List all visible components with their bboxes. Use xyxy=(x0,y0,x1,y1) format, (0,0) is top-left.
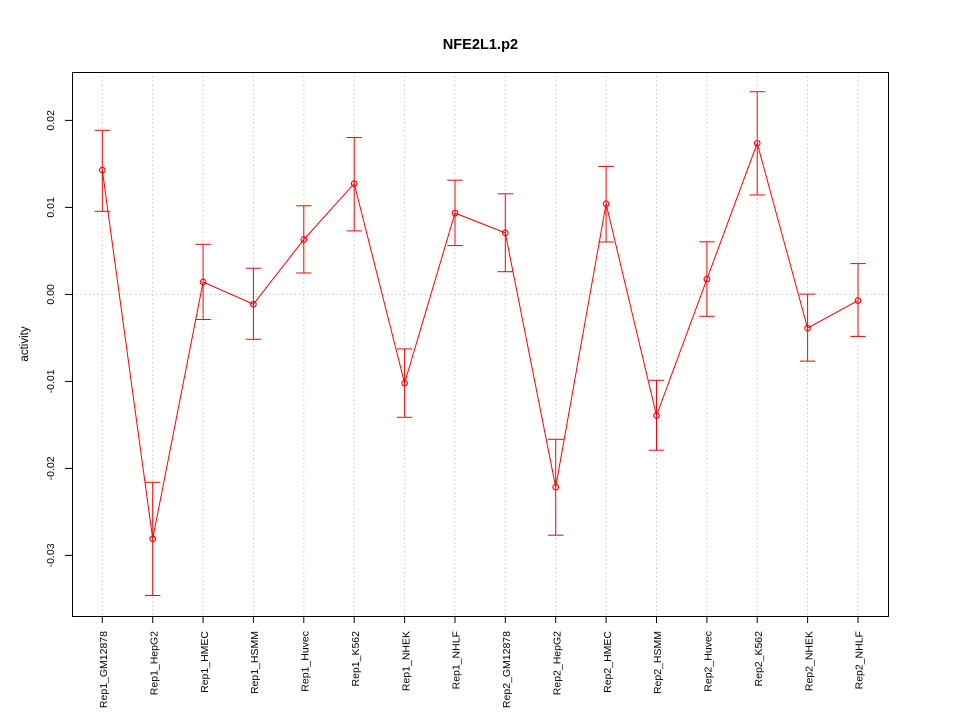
svg-text:Rep1_Huvec: Rep1_Huvec xyxy=(300,631,312,692)
svg-text:Rep2_GM12878: Rep2_GM12878 xyxy=(501,631,513,708)
svg-text:Rep2_HSMM: Rep2_HSMM xyxy=(652,631,664,694)
svg-text:Rep2_HMEC: Rep2_HMEC xyxy=(602,631,614,693)
svg-text:Rep1_HepG2: Rep1_HepG2 xyxy=(148,631,160,695)
svg-text:-0.01: -0.01 xyxy=(45,369,57,393)
svg-text:NFE2L1.p2: NFE2L1.p2 xyxy=(443,37,518,53)
svg-text:-0.02: -0.02 xyxy=(45,456,57,480)
svg-text:Rep2_HepG2: Rep2_HepG2 xyxy=(551,631,563,695)
svg-text:Rep1_HSMM: Rep1_HSMM xyxy=(249,631,261,694)
svg-text:Rep2_NHEK: Rep2_NHEK xyxy=(803,631,815,691)
svg-text:Rep1_GM12878: Rep1_GM12878 xyxy=(98,631,110,708)
svg-text:0.02: 0.02 xyxy=(45,110,57,131)
svg-text:Rep2_K562: Rep2_K562 xyxy=(753,631,765,687)
svg-text:-0.03: -0.03 xyxy=(45,543,57,567)
svg-text:Rep1_HMEC: Rep1_HMEC xyxy=(199,631,211,693)
svg-text:Rep1_NHLF: Rep1_NHLF xyxy=(451,631,463,689)
svg-text:Rep1_K562: Rep1_K562 xyxy=(350,631,362,687)
svg-text:Rep1_NHEK: Rep1_NHEK xyxy=(400,631,412,691)
svg-text:0.01: 0.01 xyxy=(45,197,57,218)
svg-text:0.00: 0.00 xyxy=(45,284,57,305)
svg-text:Rep2_Huvec: Rep2_Huvec xyxy=(703,631,715,692)
svg-text:activity: activity xyxy=(19,326,31,361)
svg-text:Rep2_NHLF: Rep2_NHLF xyxy=(854,631,866,689)
